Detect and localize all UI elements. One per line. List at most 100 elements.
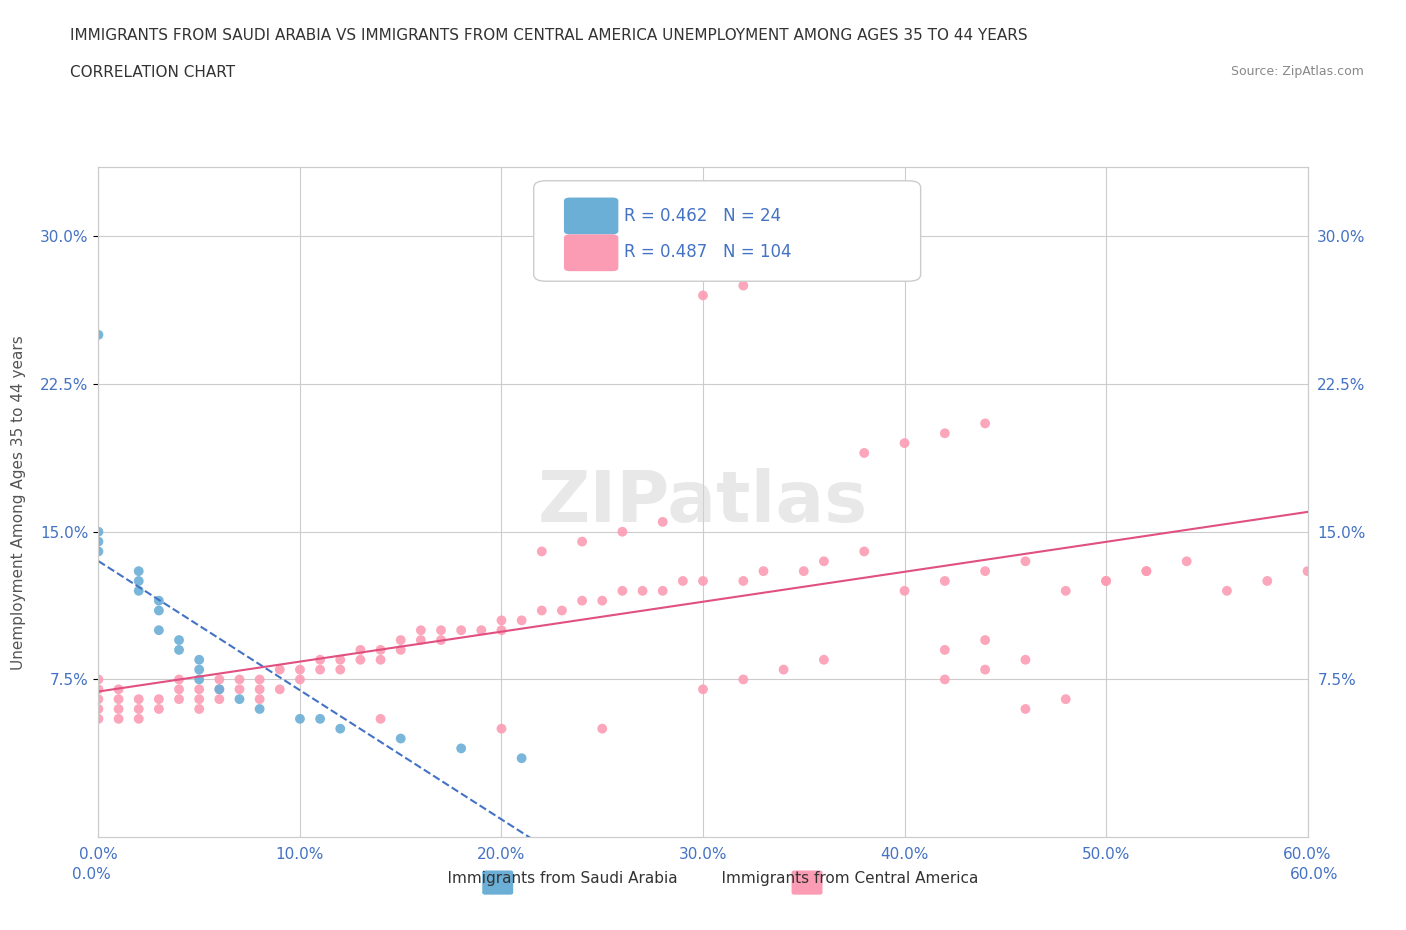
- Point: [934, 574, 956, 589]
- Point: [370, 643, 392, 658]
- Point: [107, 701, 129, 716]
- Point: [87, 701, 110, 716]
- Point: [188, 672, 211, 687]
- Point: [188, 701, 211, 716]
- Point: [107, 682, 129, 697]
- Point: [672, 574, 695, 589]
- Point: [288, 711, 311, 726]
- Point: [370, 711, 392, 726]
- Point: [1216, 583, 1239, 598]
- Point: [167, 692, 190, 707]
- Point: [128, 574, 150, 589]
- Point: [208, 672, 231, 687]
- Text: IMMIGRANTS FROM SAUDI ARABIA VS IMMIGRANTS FROM CENTRAL AMERICA UNEMPLOYMENT AMO: IMMIGRANTS FROM SAUDI ARABIA VS IMMIGRAN…: [70, 28, 1028, 43]
- Point: [510, 751, 533, 765]
- Point: [87, 534, 110, 549]
- Point: [1095, 574, 1118, 589]
- Point: [107, 711, 129, 726]
- Point: [228, 672, 250, 687]
- Point: [87, 682, 110, 697]
- Point: [329, 662, 352, 677]
- Text: Source: ZipAtlas.com: Source: ZipAtlas.com: [1230, 65, 1364, 78]
- Point: [491, 722, 513, 737]
- Point: [470, 623, 492, 638]
- Point: [530, 544, 553, 559]
- Point: [128, 583, 150, 598]
- Point: [148, 603, 170, 618]
- Point: [167, 672, 190, 687]
- Point: [1014, 701, 1036, 716]
- Point: [349, 652, 371, 667]
- Point: [128, 701, 150, 716]
- Point: [249, 682, 271, 697]
- Point: [772, 662, 794, 677]
- Text: R = 0.462   N = 24: R = 0.462 N = 24: [624, 206, 782, 225]
- Point: [329, 722, 352, 737]
- Point: [934, 672, 956, 687]
- Point: [228, 692, 250, 707]
- Point: [612, 583, 634, 598]
- Point: [128, 692, 150, 707]
- Point: [87, 327, 110, 342]
- Point: [974, 632, 997, 647]
- Point: [772, 268, 794, 283]
- Point: [733, 278, 755, 293]
- Point: [288, 662, 311, 677]
- Text: 0.0%: 0.0%: [72, 867, 111, 882]
- Point: [228, 682, 250, 697]
- Point: [813, 652, 835, 667]
- Point: [571, 534, 593, 549]
- Point: [87, 544, 110, 559]
- Point: [450, 623, 472, 638]
- Point: [208, 682, 231, 697]
- Point: [148, 701, 170, 716]
- Point: [1014, 554, 1036, 569]
- Point: [1135, 564, 1157, 578]
- Point: [571, 593, 593, 608]
- Point: [87, 711, 110, 726]
- Point: [148, 692, 170, 707]
- Point: [510, 613, 533, 628]
- Point: [409, 623, 432, 638]
- Point: [87, 525, 110, 539]
- Point: [167, 632, 190, 647]
- Point: [188, 662, 211, 677]
- Point: [389, 643, 412, 658]
- Point: [409, 632, 432, 647]
- Point: [288, 672, 311, 687]
- Point: [491, 623, 513, 638]
- Point: [974, 662, 997, 677]
- Point: [1014, 652, 1036, 667]
- Point: [651, 514, 673, 529]
- Point: [167, 643, 190, 658]
- Point: [934, 426, 956, 441]
- Text: R = 0.487   N = 104: R = 0.487 N = 104: [624, 244, 792, 261]
- FancyBboxPatch shape: [564, 197, 619, 234]
- Point: [430, 632, 453, 647]
- Point: [692, 288, 714, 303]
- Text: CORRELATION CHART: CORRELATION CHART: [70, 65, 235, 80]
- Point: [1135, 564, 1157, 578]
- Point: [87, 672, 110, 687]
- Point: [329, 652, 352, 667]
- Point: [974, 564, 997, 578]
- Point: [128, 711, 150, 726]
- Point: [87, 692, 110, 707]
- Point: [309, 711, 332, 726]
- Point: [188, 692, 211, 707]
- Point: [813, 554, 835, 569]
- Point: [934, 643, 956, 658]
- Point: [269, 682, 291, 697]
- Point: [188, 682, 211, 697]
- Point: [349, 643, 371, 658]
- Point: [249, 692, 271, 707]
- Point: [188, 652, 211, 667]
- Y-axis label: Unemployment Among Ages 35 to 44 years: Unemployment Among Ages 35 to 44 years: [11, 335, 27, 670]
- Point: [1256, 574, 1278, 589]
- Point: [631, 583, 654, 598]
- Point: [249, 701, 271, 716]
- FancyBboxPatch shape: [564, 234, 619, 272]
- Point: [389, 731, 412, 746]
- Point: [974, 416, 997, 431]
- Point: [430, 623, 453, 638]
